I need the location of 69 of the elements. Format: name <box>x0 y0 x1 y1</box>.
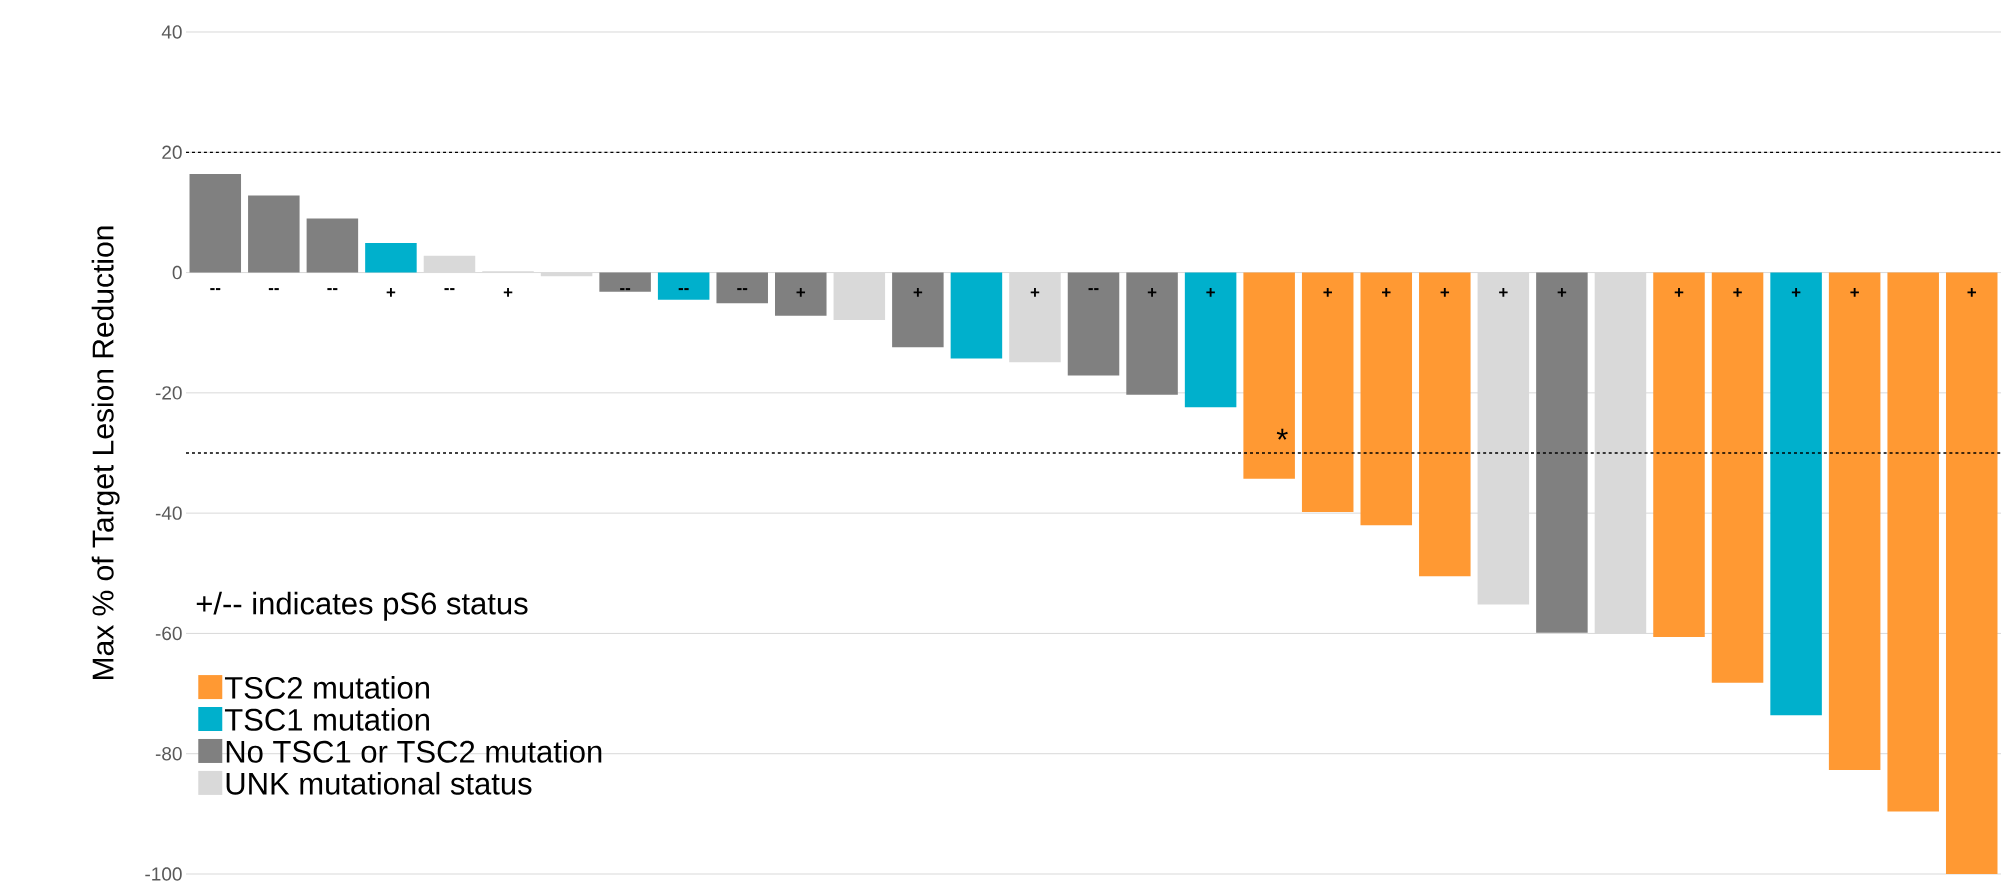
bar <box>1653 272 1705 638</box>
bar <box>1945 272 1998 874</box>
y-axis-title: Max % of Target Lesion Reduction <box>91 226 120 679</box>
data-label: -- <box>620 288 631 291</box>
data-label: + <box>1323 288 1332 297</box>
data-label: + <box>386 288 396 297</box>
bar <box>892 272 944 348</box>
bar <box>599 272 651 292</box>
legend-label: TSC2 mutation <box>224 676 429 699</box>
data-label: + <box>1030 288 1040 297</box>
bar <box>1126 272 1178 395</box>
data-label: + <box>796 288 806 297</box>
legend-label: TSC1 mutation <box>224 708 429 731</box>
bar <box>1243 272 1295 479</box>
legend-label: No TSC1 or TSC2 mutation <box>226 739 602 763</box>
bar <box>1536 272 1588 633</box>
annotation: +/-- indicates pS6 status <box>196 591 528 621</box>
legend-label: UNK mutational status <box>226 771 532 795</box>
data-label: + <box>1382 288 1391 297</box>
data-label: + <box>1499 288 1508 297</box>
data-label: + <box>1440 288 1450 297</box>
bar <box>248 195 300 273</box>
data-label: + <box>1791 288 1801 297</box>
y-tick-label: -80 <box>155 746 182 761</box>
y-tick-label: 40 <box>161 25 182 39</box>
y-tick-label: -20 <box>155 386 182 400</box>
bar <box>1711 272 1764 683</box>
bar <box>716 272 768 304</box>
bar <box>1067 272 1120 376</box>
bar <box>1770 272 1822 716</box>
bar <box>423 255 476 273</box>
y-tick-label: -40 <box>155 506 182 520</box>
data-label: + <box>1147 288 1157 297</box>
data-label: + <box>1557 288 1567 297</box>
bar <box>1477 272 1530 605</box>
data-label: -- <box>268 288 279 291</box>
bar <box>1184 272 1237 408</box>
data-label: + <box>1967 288 1977 297</box>
bar <box>1828 272 1881 770</box>
bar <box>365 243 417 273</box>
data-label: -- <box>444 288 455 291</box>
bar <box>306 218 359 273</box>
y-tick-label: 20 <box>162 145 182 160</box>
data-label: -- <box>210 288 221 291</box>
bar <box>950 272 1003 359</box>
y-tick-label: 0 <box>172 265 182 280</box>
bar <box>1887 272 1939 812</box>
data-label: + <box>1206 288 1215 297</box>
data-label: -- <box>737 288 748 291</box>
annotation: * <box>1276 428 1288 440</box>
bar <box>1301 272 1354 512</box>
data-label: + <box>1850 288 1859 297</box>
bar <box>775 272 827 316</box>
bar <box>833 272 886 321</box>
data-label: + <box>503 288 513 297</box>
bar <box>189 173 242 273</box>
data-label: -- <box>678 288 689 291</box>
bar <box>657 272 710 300</box>
data-label: -- <box>1088 288 1099 291</box>
bar <box>1594 272 1647 635</box>
bar <box>1419 272 1471 577</box>
bar <box>1360 272 1413 526</box>
data-label: + <box>1674 288 1684 297</box>
data-label: -- <box>327 288 338 291</box>
y-tick-label: -100 <box>145 867 182 881</box>
bar <box>1009 272 1061 363</box>
data-label: + <box>1733 288 1742 297</box>
data-label: + <box>913 288 923 297</box>
y-tick-label: -60 <box>155 626 182 641</box>
